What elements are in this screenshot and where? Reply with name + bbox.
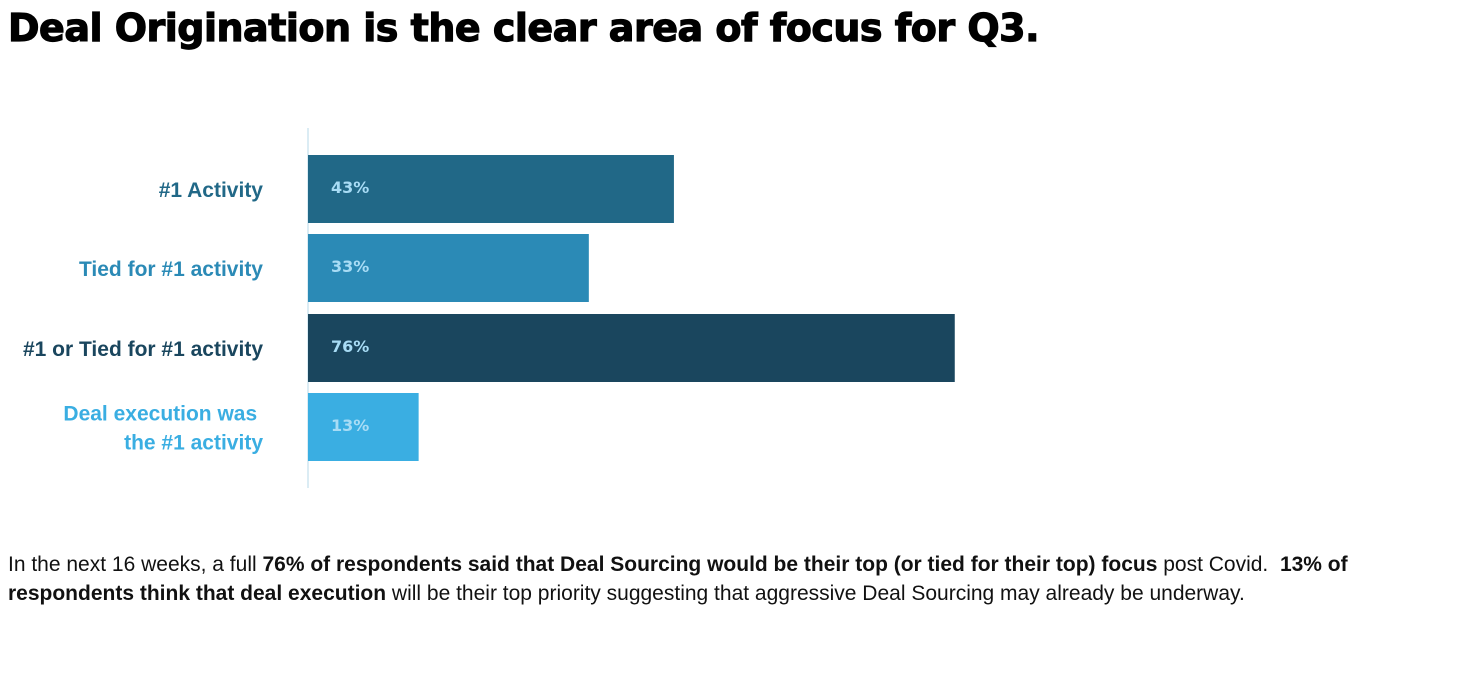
body-text: post Covid.: [1157, 553, 1280, 576]
value-label: 43%: [331, 178, 369, 197]
value-label: 76%: [331, 337, 369, 356]
bars-group: 43% #1 Activity 33% Tied for #1 activity 76%…: [23, 155, 955, 461]
emphasis-text: 76% of respondents said that Deal Sourci…: [262, 553, 1158, 576]
bar-chart: 43% #1 Activity 33% Tied for #1 activity 76%…: [23, 128, 955, 488]
bar-2: [308, 314, 955, 382]
summary-paragraph: In the next 16 weeks, a full 76% of resp…: [8, 550, 1438, 608]
bar-0: [308, 155, 674, 223]
category-label: #1 or Tied for #1 activity: [23, 338, 263, 361]
category-label: Deal execution was the #1 activity: [63, 403, 263, 455]
category-label: #1 Activity: [159, 179, 264, 202]
bar-3: [308, 393, 419, 461]
body-text: In the next 16 weeks, a full: [8, 553, 263, 576]
emphasis-text: 13% of respondents think that deal execu…: [8, 553, 1354, 605]
body-text: will be their top priority suggesting th…: [386, 582, 1245, 605]
value-label: 13%: [331, 416, 369, 435]
value-label: 33%: [331, 257, 369, 276]
page-title: Deal Origination is the clear area of fo…: [7, 5, 1040, 50]
bar-1: [308, 234, 589, 302]
category-label: Tied for #1 activity: [79, 258, 263, 281]
